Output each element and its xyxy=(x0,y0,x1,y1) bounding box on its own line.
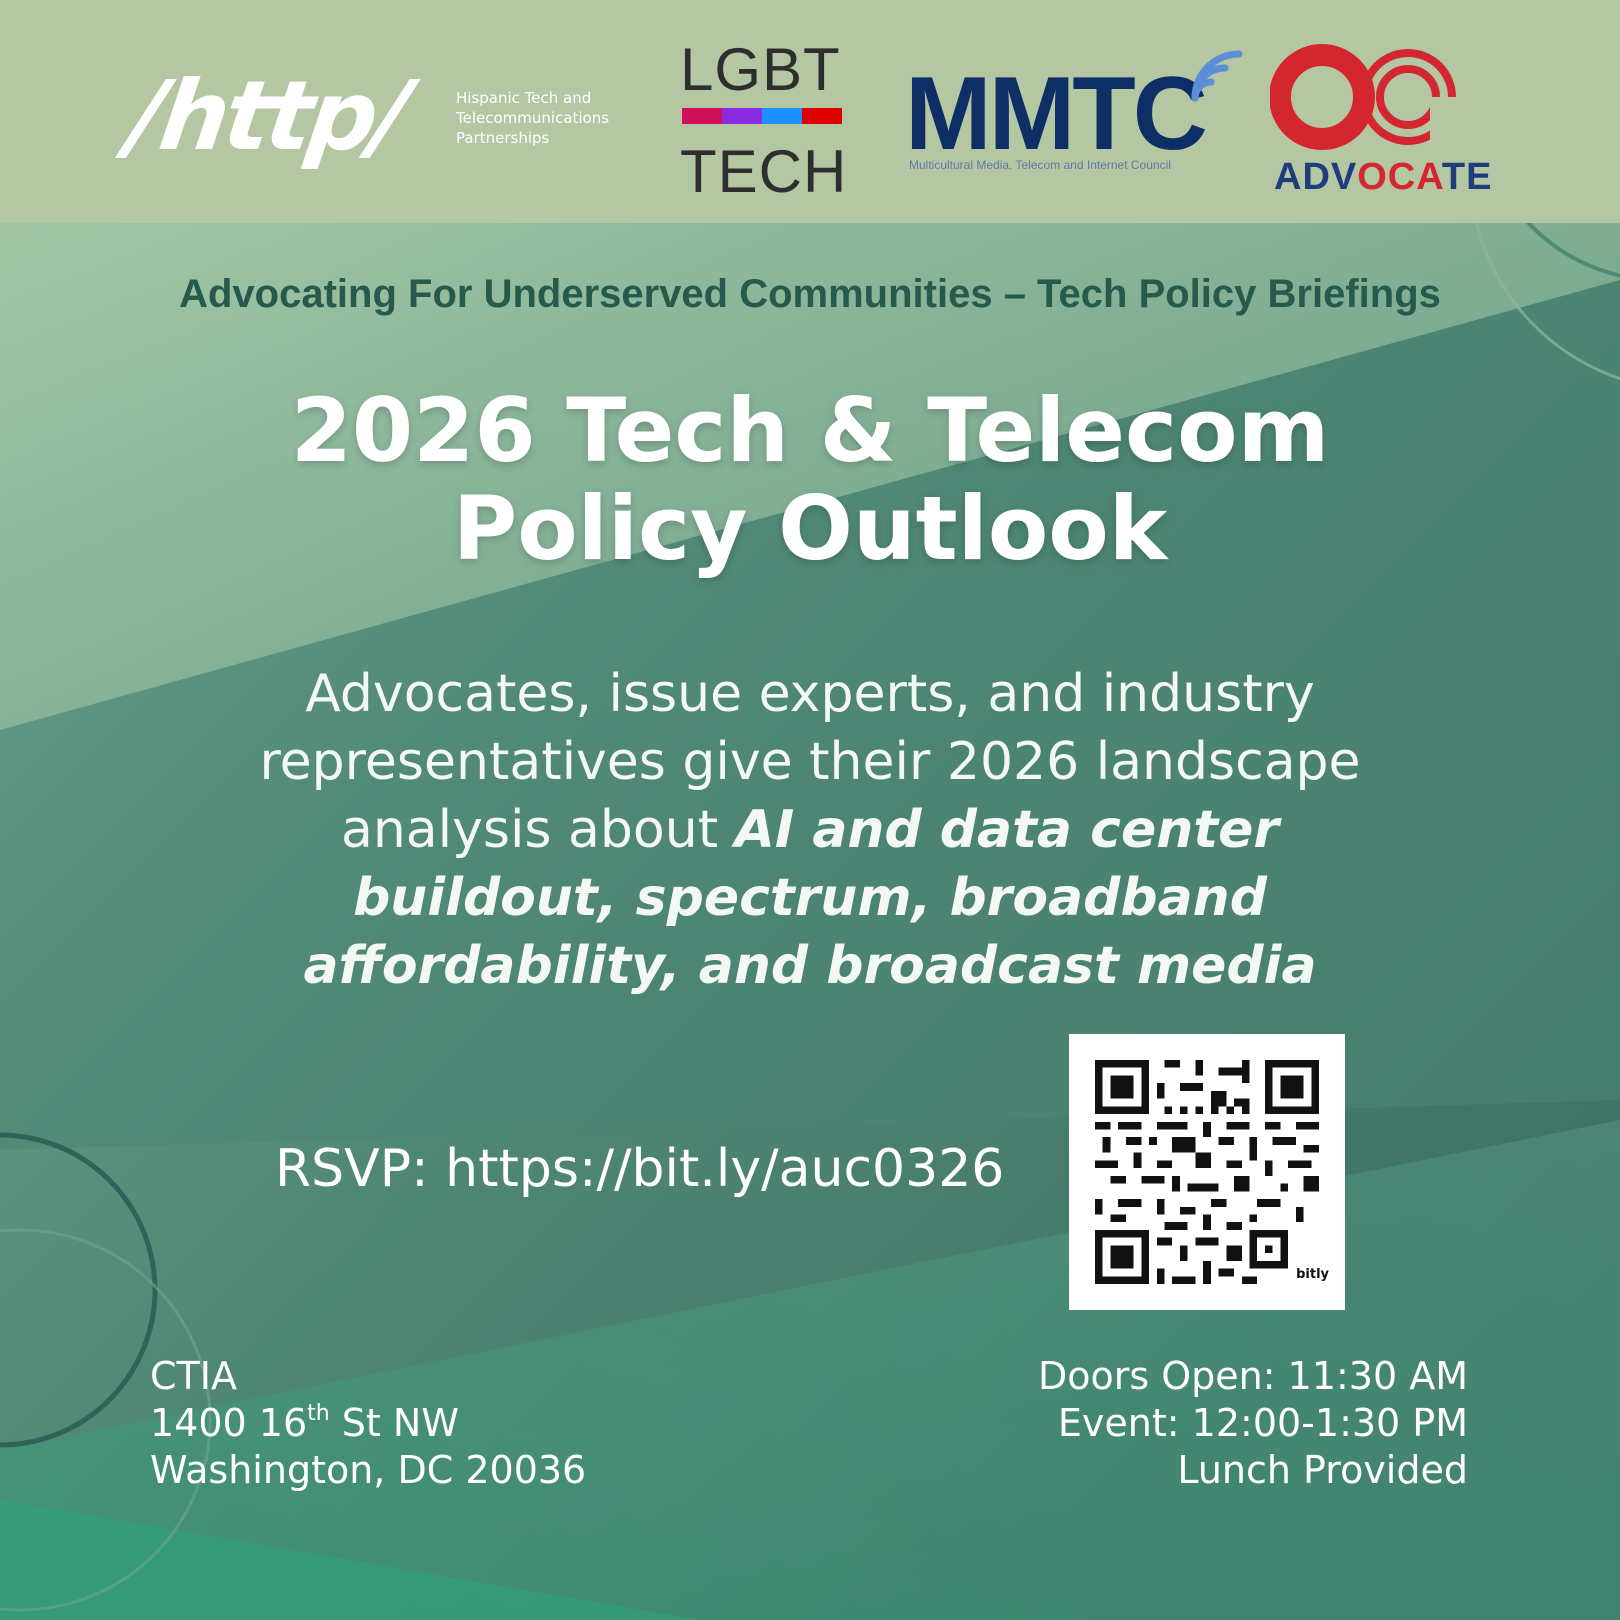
qr-brand-label: bitly xyxy=(1296,1267,1329,1282)
http-logo: /http/ xyxy=(122,60,413,172)
oca-advocate-logo: ADVOCATE xyxy=(1270,40,1491,200)
venue-city: Washington, DC 20036 xyxy=(150,1448,587,1492)
oca-logo-mark-icon xyxy=(1270,44,1460,152)
lgbt-logo-top: LGBT xyxy=(680,36,841,103)
logo-header: /http/ Hispanic Tech and Telecommunicati… xyxy=(0,0,1620,223)
mmtc-logo-subtitle: Multicultural Media, Telecom and Interne… xyxy=(909,158,1171,172)
mmtc-logo: MMTC Multicultural Media, Telecom and In… xyxy=(905,40,1245,180)
doors-open-time: Doors Open: 11:30 AM xyxy=(1037,1354,1468,1398)
lgbt-tech-logo: LGBT TECH xyxy=(680,36,850,205)
qr-code-icon xyxy=(1095,1060,1319,1284)
signal-waves-icon xyxy=(1191,50,1243,102)
rsvp-link[interactable]: RSVP: https://bit.ly/auc0326 xyxy=(275,1139,1005,1199)
venue-name: CTIA xyxy=(150,1354,237,1398)
venue-address: CTIA 1400 16th St NW Washington, DC 2003… xyxy=(150,1353,586,1494)
lgbt-color-bar xyxy=(682,108,842,124)
mmtc-logo-text: MMTC xyxy=(905,56,1208,172)
event-title-line1: 2026 Tech & Telecom xyxy=(290,379,1330,482)
event-title: 2026 Tech & Telecom Policy Outlook xyxy=(160,382,1460,578)
event-description: Advocates, issue experts, and industry r… xyxy=(240,660,1380,1000)
http-logo-subtitle: Hispanic Tech and Telecommunications Par… xyxy=(456,89,610,147)
event-times: Doors Open: 11:30 AM Event: 12:00-1:30 P… xyxy=(1038,1353,1468,1494)
event-title-line2: Policy Outlook xyxy=(452,477,1168,580)
oca-advocate-text: ADVOCATE xyxy=(1274,156,1493,198)
series-subtitle: Advocating For Underserved Communities –… xyxy=(179,272,1441,316)
description-plain: Advocates, issue experts, and industry r… xyxy=(259,664,1361,860)
lunch-note: Lunch Provided xyxy=(1177,1448,1468,1492)
lgbt-logo-bottom: TECH xyxy=(680,138,848,205)
description-emphasis: AI and data center buildout, spectrum, b… xyxy=(303,800,1317,996)
event-time: Event: 12:00-1:30 PM xyxy=(1057,1401,1468,1445)
rsvp-qr-code[interactable]: bitly xyxy=(1069,1034,1345,1310)
venue-street: 1400 16th St NW xyxy=(150,1401,459,1445)
